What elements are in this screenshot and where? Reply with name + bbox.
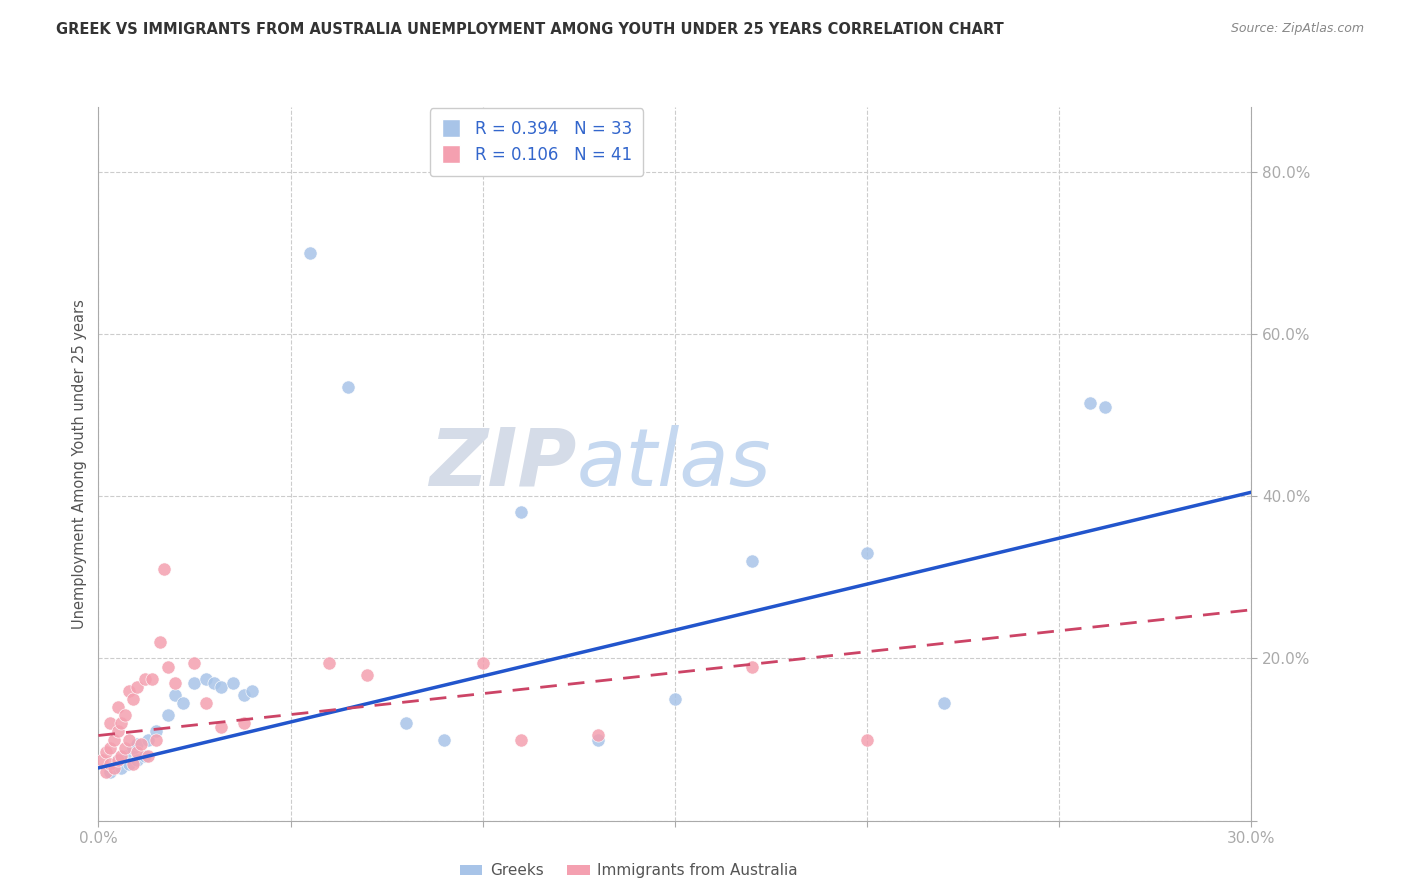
Point — [152, 562, 174, 576]
Point — [118, 732, 141, 747]
Point — [298, 246, 321, 260]
Point — [138, 748, 160, 763]
Point — [510, 732, 533, 747]
Point — [122, 740, 145, 755]
Point — [156, 708, 179, 723]
Point — [134, 748, 156, 763]
Point — [222, 675, 245, 690]
Point — [110, 716, 132, 731]
Point — [337, 380, 360, 394]
Point — [122, 692, 145, 706]
Point — [183, 675, 205, 690]
Point — [122, 756, 145, 771]
Point — [114, 708, 136, 723]
Point — [114, 740, 136, 755]
Point — [172, 696, 194, 710]
Point — [91, 753, 114, 767]
Point — [209, 680, 232, 694]
Point — [94, 764, 117, 779]
Point — [165, 688, 187, 702]
Point — [145, 732, 167, 747]
Point — [98, 740, 121, 755]
Point — [103, 761, 125, 775]
Point — [586, 732, 609, 747]
Legend: Greeks, Immigrants from Australia: Greeks, Immigrants from Australia — [454, 857, 804, 884]
Point — [741, 659, 763, 673]
Point — [141, 672, 163, 686]
Point — [107, 753, 129, 767]
Point — [107, 724, 129, 739]
Point — [183, 656, 205, 670]
Point — [103, 732, 125, 747]
Point — [195, 696, 218, 710]
Point — [741, 554, 763, 568]
Point — [165, 675, 187, 690]
Point — [110, 761, 132, 775]
Point — [145, 724, 167, 739]
Point — [114, 748, 136, 763]
Point — [107, 700, 129, 714]
Point — [107, 753, 129, 767]
Point — [433, 732, 456, 747]
Point — [240, 684, 263, 698]
Point — [209, 720, 232, 734]
Point — [664, 692, 686, 706]
Point — [125, 737, 148, 751]
Point — [98, 764, 121, 779]
Text: atlas: atlas — [576, 425, 772, 503]
Point — [134, 672, 156, 686]
Point — [856, 546, 879, 560]
Point — [471, 656, 494, 670]
Point — [1094, 400, 1116, 414]
Point — [510, 506, 533, 520]
Text: Source: ZipAtlas.com: Source: ZipAtlas.com — [1230, 22, 1364, 36]
Point — [1078, 396, 1101, 410]
Y-axis label: Unemployment Among Youth under 25 years: Unemployment Among Youth under 25 years — [72, 299, 87, 629]
Point — [233, 688, 256, 702]
Point — [98, 756, 121, 771]
Text: GREEK VS IMMIGRANTS FROM AUSTRALIA UNEMPLOYMENT AMONG YOUTH UNDER 25 YEARS CORRE: GREEK VS IMMIGRANTS FROM AUSTRALIA UNEMP… — [56, 22, 1004, 37]
Point — [125, 745, 148, 759]
Point — [138, 732, 160, 747]
Point — [356, 667, 378, 681]
Point — [98, 716, 121, 731]
Point — [149, 635, 172, 649]
Point — [318, 656, 340, 670]
Point — [395, 716, 418, 731]
Point — [118, 756, 141, 771]
Point — [586, 729, 609, 743]
Point — [94, 745, 117, 759]
Point — [195, 672, 218, 686]
Point — [156, 659, 179, 673]
Point — [233, 716, 256, 731]
Point — [129, 737, 152, 751]
Text: ZIP: ZIP — [429, 425, 576, 503]
Point — [125, 753, 148, 767]
Point — [125, 680, 148, 694]
Point — [202, 675, 225, 690]
Point — [856, 732, 879, 747]
Point — [118, 684, 141, 698]
Point — [110, 748, 132, 763]
Point — [932, 696, 955, 710]
